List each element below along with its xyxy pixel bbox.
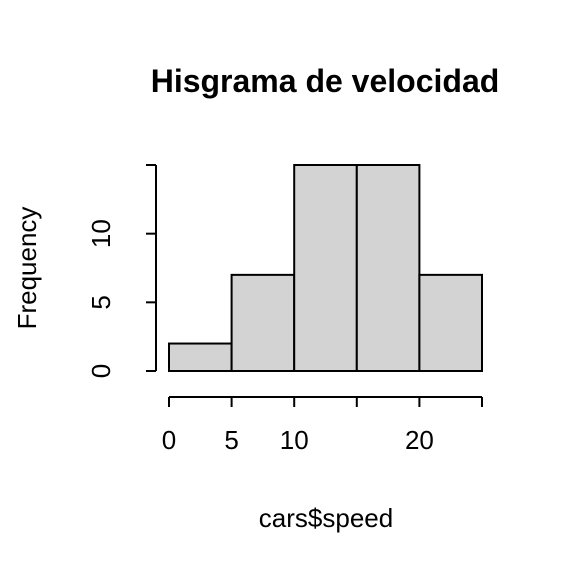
y-tick-label-0: 0 [86, 364, 116, 378]
x-axis-label: cars$speed [259, 503, 393, 533]
x-tick-label-1: 5 [224, 425, 238, 455]
bars-group [168, 164, 483, 372]
histogram-bar-3 [355, 164, 421, 372]
histogram-bar-1 [230, 273, 296, 372]
y-axis: 0 5 10 [86, 164, 157, 378]
y-axis-label: Frequency [12, 207, 42, 330]
histogram-bar-4 [418, 273, 483, 372]
y-tick-label-2: 10 [86, 219, 116, 248]
x-axis: 0 5 10 20 [162, 396, 483, 455]
histogram-bar-2 [293, 164, 358, 372]
histogram-bar-0 [168, 342, 233, 372]
y-tick-label-1: 5 [86, 295, 116, 309]
x-tick-label-2: 10 [280, 425, 309, 455]
chart-title: Hisgrama de velocidad [151, 63, 500, 99]
x-tick-label-4: 20 [405, 425, 434, 455]
x-tick-label-0: 0 [162, 425, 176, 455]
